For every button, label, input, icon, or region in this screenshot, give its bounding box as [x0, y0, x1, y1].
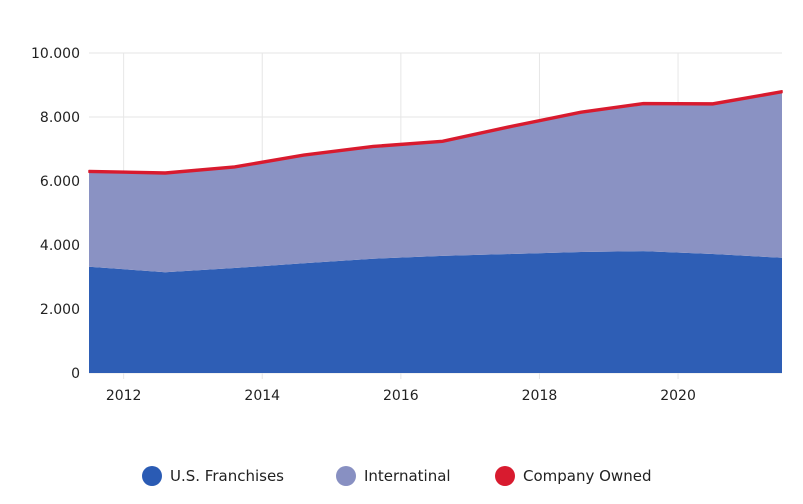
area-internatinal: [89, 92, 782, 273]
y-tick-label: 6.000: [40, 174, 80, 190]
y-tick-label: 8.000: [40, 110, 80, 126]
y-axis: 0 2.000 4.000 6.000 8.000 10.000: [31, 46, 80, 382]
x-axis: 2012 2014 2016 2018 2020: [106, 388, 696, 404]
legend-label: Company Owned: [523, 467, 651, 485]
y-tick-label: 10.000: [31, 46, 80, 62]
y-tick-label: 4.000: [40, 238, 80, 254]
legend-swatch: [336, 466, 356, 486]
x-tick-label: 2012: [106, 388, 142, 404]
x-tick-label: 2014: [244, 388, 280, 404]
x-tick-label: 2020: [660, 388, 696, 404]
y-tick-label: 2.000: [40, 302, 80, 318]
area-u-s-franchises: [89, 251, 782, 373]
series-areas: [88, 90, 783, 373]
x-tick-label: 2016: [383, 388, 419, 404]
y-tick-label: 0: [71, 366, 80, 382]
area-company-owned: [88, 90, 783, 175]
legend-swatch: [495, 466, 515, 486]
legend-label: U.S. Franchises: [170, 467, 284, 485]
legend-label: Internatinal: [364, 467, 451, 485]
x-tick-label: 2018: [522, 388, 558, 404]
legend: U.S. Franchises Internatinal Company Owned: [142, 466, 651, 486]
legend-swatch: [142, 466, 162, 486]
